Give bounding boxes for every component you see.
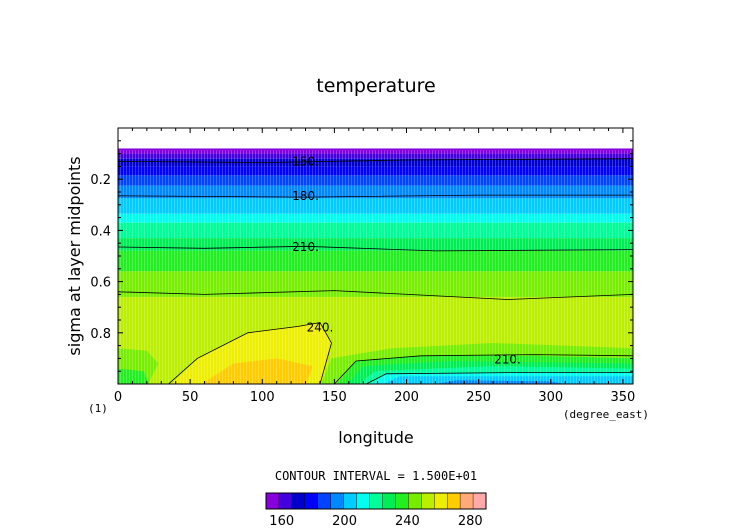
- x-tick-label: 350: [610, 390, 635, 405]
- colorbar-swatch: [446, 492, 461, 510]
- y-tick-label: 0.6: [90, 276, 111, 291]
- x-tick-label: 250: [466, 390, 491, 405]
- colorbar-tick-label: 200: [332, 514, 357, 529]
- colorbar: 160 200 240 280: [265, 492, 487, 529]
- contour-line: [118, 245, 633, 252]
- y-tick-label: 0.8: [90, 327, 111, 342]
- contour-line: [365, 372, 633, 384]
- colorbar-swatch: [382, 492, 396, 510]
- colorbar-swatch: [317, 492, 332, 510]
- x-tick-label: 300: [538, 390, 563, 405]
- colorbar-swatch: [343, 492, 358, 510]
- colorbar-swatch: [459, 492, 474, 510]
- contour-lines: [118, 158, 633, 384]
- colorbar-swatch: [434, 492, 448, 510]
- x-tick-label: 200: [394, 390, 419, 405]
- contour-line: [118, 290, 633, 300]
- colorbar-swatch: [421, 492, 435, 510]
- x-tick-label: 100: [250, 390, 275, 405]
- contour-label: 210.: [494, 353, 521, 367]
- y-tick-label: 0.4: [90, 224, 111, 239]
- colorbar-tick-label: 280: [458, 514, 483, 529]
- contour-label: 210.: [292, 240, 319, 254]
- stripe-texture: [118, 150, 633, 384]
- colorbar-swatch: [304, 492, 319, 510]
- colorbar-swatch: [278, 492, 293, 510]
- contour-label: 180.: [292, 189, 319, 203]
- colorbar-tick-label: 240: [395, 514, 420, 529]
- chart-title: temperature: [316, 75, 435, 97]
- colorbar-swatch: [369, 492, 383, 510]
- panel-label: (1): [88, 402, 108, 415]
- contour-labels: 150. 180. 210. 240. 210.: [292, 154, 521, 366]
- contour-line: [118, 158, 633, 164]
- contour-line: [118, 194, 633, 198]
- colorbar-swatch: [408, 492, 422, 510]
- colorbar-swatch: [291, 492, 306, 510]
- colorbar-swatch: [395, 492, 409, 510]
- x-axis-ticks: 0 50 100 150 200 250 300 350: [114, 128, 635, 405]
- x-tick-label: 150: [322, 390, 347, 405]
- y-tick-label: 0.2: [90, 173, 111, 188]
- colorbar-swatch: [356, 492, 371, 510]
- colorbar-swatch: [265, 492, 280, 510]
- contour-label: 150.: [292, 154, 319, 168]
- y-axis-ticks: 0.2 0.4 0.6 0.8: [90, 140, 633, 372]
- y-axis-label: sigma at layer midpoints: [65, 156, 84, 355]
- contour-line: [168, 322, 332, 384]
- contour-label: 240.: [307, 321, 334, 335]
- x-tick-label: 0: [114, 390, 122, 405]
- colorbar-swatch: [472, 492, 487, 510]
- x-axis-units: (degree_east): [563, 408, 649, 421]
- contour-line: [334, 354, 633, 384]
- colorbar-swatch: [330, 492, 345, 510]
- contour-interval-text: CONTOUR INTERVAL = 1.500E+01: [275, 469, 477, 483]
- x-axis-label: longitude: [338, 428, 413, 447]
- colorbar-frame: [265, 492, 487, 510]
- x-tick-label: 50: [182, 390, 199, 405]
- plot-area: 150. 180. 210. 240. 210. 0 50 100 150 200 250 300 3…: [90, 127, 635, 405]
- colorbar-tick-label: 160: [269, 514, 294, 529]
